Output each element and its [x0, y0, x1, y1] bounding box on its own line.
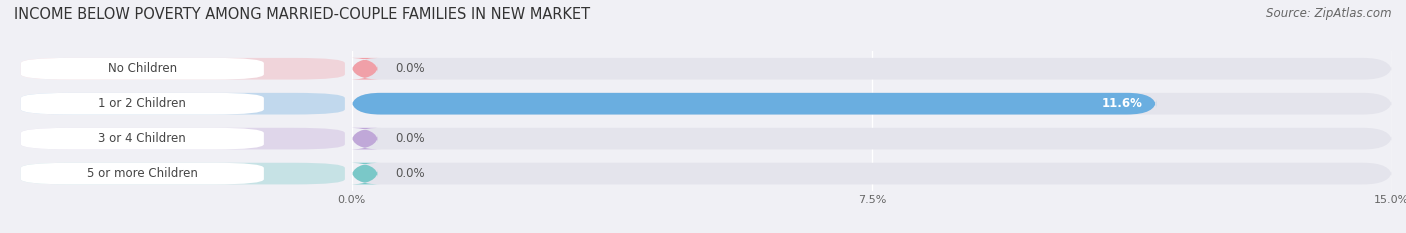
FancyBboxPatch shape [352, 128, 1392, 150]
Text: No Children: No Children [108, 62, 177, 75]
Text: 11.6%: 11.6% [1101, 97, 1142, 110]
Text: 1 or 2 Children: 1 or 2 Children [98, 97, 186, 110]
FancyBboxPatch shape [21, 58, 344, 80]
Text: INCOME BELOW POVERTY AMONG MARRIED-COUPLE FAMILIES IN NEW MARKET: INCOME BELOW POVERTY AMONG MARRIED-COUPL… [14, 7, 591, 22]
FancyBboxPatch shape [21, 163, 344, 185]
FancyBboxPatch shape [21, 58, 264, 80]
FancyBboxPatch shape [349, 128, 381, 150]
Text: 0.0%: 0.0% [395, 132, 425, 145]
Text: 3 or 4 Children: 3 or 4 Children [98, 132, 186, 145]
FancyBboxPatch shape [21, 163, 264, 185]
FancyBboxPatch shape [352, 93, 1156, 115]
Text: 0.0%: 0.0% [395, 62, 425, 75]
FancyBboxPatch shape [21, 93, 264, 115]
FancyBboxPatch shape [21, 93, 344, 115]
Text: 0.0%: 0.0% [395, 167, 425, 180]
FancyBboxPatch shape [352, 163, 1392, 185]
FancyBboxPatch shape [349, 58, 381, 80]
Text: 5 or more Children: 5 or more Children [87, 167, 198, 180]
FancyBboxPatch shape [21, 128, 264, 150]
Text: Source: ZipAtlas.com: Source: ZipAtlas.com [1267, 7, 1392, 20]
FancyBboxPatch shape [349, 163, 381, 185]
FancyBboxPatch shape [352, 58, 1392, 80]
FancyBboxPatch shape [21, 128, 344, 150]
FancyBboxPatch shape [352, 93, 1392, 115]
